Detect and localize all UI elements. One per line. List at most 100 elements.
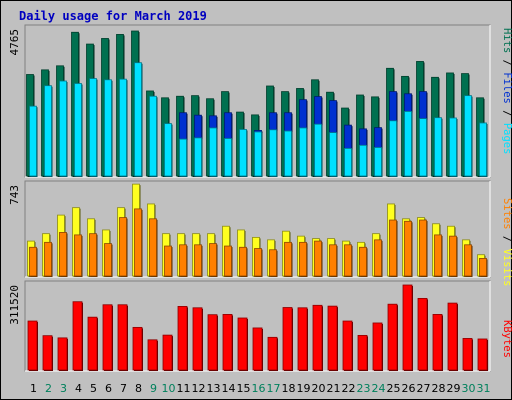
x-tick-label: 10 <box>162 382 176 395</box>
bar-kbytes <box>57 337 68 371</box>
bar-sites <box>119 217 127 277</box>
bar-sites <box>224 245 232 277</box>
x-tick-label: 13 <box>207 382 221 395</box>
bar-pages <box>29 105 37 177</box>
x-tick-label: 23 <box>357 382 371 395</box>
bar-pages <box>449 117 457 177</box>
x-tick-label: 24 <box>372 382 386 395</box>
bar-sites <box>449 235 457 277</box>
bar-kbytes <box>222 314 233 371</box>
x-tick-label: 20 <box>312 382 326 395</box>
x-tick-label: 4 <box>75 382 82 395</box>
x-tick-label: 17 <box>267 382 281 395</box>
bar-pages <box>479 122 487 177</box>
bar-kbytes <box>252 327 263 371</box>
x-tick-label: 2 <box>45 382 52 395</box>
legend-hits: Hits <box>501 28 512 53</box>
visits-sites-legend: Sites / Visits <box>501 198 512 287</box>
x-tick-label: 6 <box>105 382 112 395</box>
bar-pages <box>314 123 322 177</box>
bar-sites <box>434 234 442 277</box>
x-tick-label: 27 <box>417 382 431 395</box>
bar-pages <box>194 137 202 177</box>
bar-sites <box>479 258 487 277</box>
bar-kbytes <box>117 304 128 371</box>
bar-pages <box>284 130 292 177</box>
bar-kbytes <box>147 339 158 371</box>
x-tick-label: 21 <box>327 382 341 395</box>
bar-sites <box>164 245 172 277</box>
bar-sites <box>269 249 277 277</box>
bar-pages <box>74 83 82 177</box>
x-tick-label: 1 <box>30 382 37 395</box>
bar-sites <box>149 218 157 277</box>
bar-sites <box>59 232 67 277</box>
bar-kbytes <box>27 320 38 371</box>
bar-pages <box>134 62 142 177</box>
bar-sites <box>104 243 112 277</box>
bar-sites <box>209 243 217 277</box>
bar-sites <box>179 244 187 277</box>
bar-sites <box>239 246 247 277</box>
bar-pages <box>389 120 397 177</box>
bar-kbytes <box>387 303 398 371</box>
bar-sites <box>419 219 427 277</box>
legend-files: Files <box>501 72 512 104</box>
bar-kbytes <box>357 334 368 371</box>
x-tick-label: 14 <box>222 382 236 395</box>
hits-files-pages-legend: Hits / Files / Pages <box>501 28 512 154</box>
x-tick-label: 29 <box>447 382 461 395</box>
x-tick-label: 30 <box>462 382 476 395</box>
y-max-label: 4765 <box>8 29 21 56</box>
bar-sites <box>374 239 382 277</box>
bar-pages <box>404 111 412 177</box>
bar-kbytes <box>192 307 203 371</box>
bar-pages <box>209 127 217 177</box>
bar-kbytes <box>72 301 83 371</box>
x-tick-label: 5 <box>90 382 97 395</box>
bar-pages <box>329 132 337 177</box>
y-max-label: 311520 <box>8 285 21 325</box>
bar-kbytes <box>462 338 473 371</box>
bar-pages <box>434 117 442 177</box>
bar-kbytes <box>372 322 383 371</box>
bar-kbytes <box>132 326 143 371</box>
kbytes-chart <box>24 280 491 372</box>
bar-sites <box>254 248 262 277</box>
legend-kbytes: KBytes <box>501 320 512 358</box>
x-tick-label: 3 <box>60 382 67 395</box>
x-tick-label: 19 <box>297 382 311 395</box>
bar-sites <box>134 208 142 277</box>
legend-sites: Sites <box>501 198 512 230</box>
bar-kbytes <box>447 302 458 371</box>
bar-sites <box>389 219 397 277</box>
bar-pages <box>299 127 307 177</box>
x-tick-label: 7 <box>120 382 127 395</box>
bar-kbytes <box>312 304 323 371</box>
bar-pages <box>179 138 187 177</box>
bar-pages <box>89 78 97 177</box>
bar-sites <box>329 244 337 277</box>
bar-pages <box>119 78 127 177</box>
bar-kbytes <box>42 335 53 371</box>
visits-sites-chart <box>24 180 491 278</box>
bar-kbytes <box>237 317 248 371</box>
bar-kbytes <box>417 297 428 371</box>
kbytes-legend: KBytes <box>501 320 512 358</box>
bar-sites <box>314 240 322 277</box>
x-tick-label: 11 <box>177 382 191 395</box>
bar-pages <box>254 131 262 177</box>
bar-pages <box>59 80 67 177</box>
x-tick-label: 25 <box>387 382 401 395</box>
x-tick-label: 9 <box>150 382 157 395</box>
bar-pages <box>164 123 172 177</box>
bar-kbytes <box>297 307 308 371</box>
bar-pages <box>374 147 382 177</box>
bar-pages <box>419 118 427 177</box>
bar-pages <box>44 85 52 177</box>
bar-kbytes <box>87 316 98 371</box>
bar-kbytes <box>102 304 113 371</box>
bar-pages <box>104 79 112 177</box>
bar-sites <box>194 244 202 277</box>
